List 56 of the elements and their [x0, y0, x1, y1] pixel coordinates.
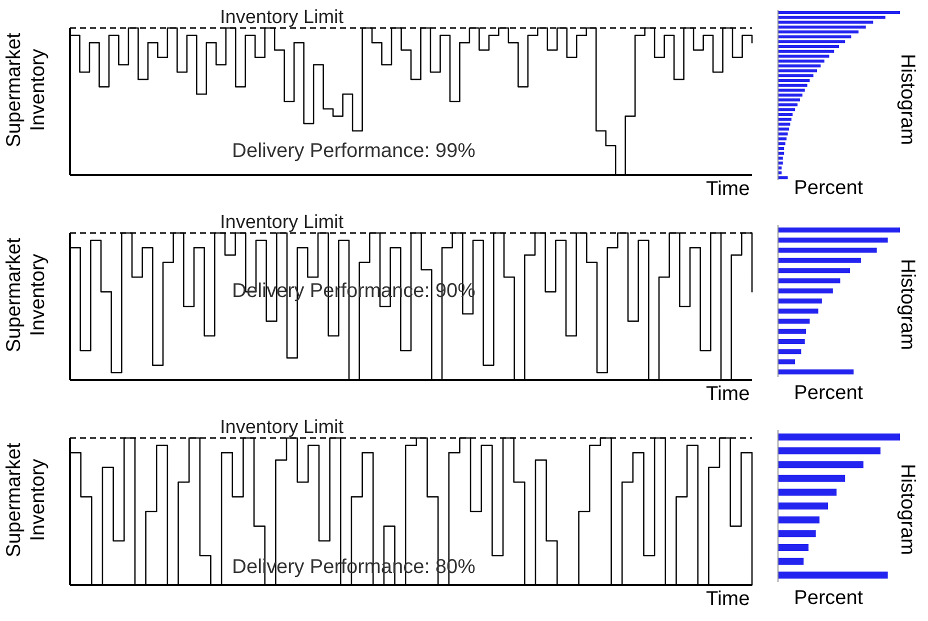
x-axis-title: Percent: [794, 587, 863, 610]
bar: [778, 318, 810, 324]
y-axis-title: Supermarket Inventory: [2, 442, 50, 560]
bar: [778, 268, 850, 274]
x-axis-title: Time: [706, 178, 750, 200]
bar: [778, 369, 854, 374]
bar: [778, 447, 880, 454]
bar: [778, 30, 859, 34]
bar: [778, 488, 837, 496]
ref-line-label: Inventory Limit: [220, 417, 344, 438]
ref-line-label: Inventory Limit: [220, 7, 344, 28]
y-axis-title: Supermarket Inventory: [2, 32, 50, 150]
bar: [778, 60, 824, 63]
bar: [778, 572, 888, 579]
bar: [778, 248, 877, 253]
y-axis-title: Histogram: [896, 258, 918, 352]
bar: [778, 339, 805, 344]
x-axis-title: Percent: [794, 177, 863, 200]
bar: [778, 128, 789, 131]
bar: [778, 258, 861, 263]
bar: [778, 349, 802, 354]
bar: [778, 113, 793, 116]
bar: [778, 298, 822, 304]
bar: [778, 308, 818, 314]
bar: [778, 433, 900, 440]
bar: [778, 278, 840, 284]
bar: [778, 558, 804, 565]
y-axis-title: Histogram: [896, 52, 918, 148]
ref-line-label: Inventory Limit: [220, 212, 344, 233]
bar: [778, 11, 900, 14]
bar: [778, 461, 864, 468]
bar: [778, 94, 802, 97]
bar: [778, 544, 808, 551]
x-axis-title: Time: [706, 588, 750, 610]
bar: [778, 359, 796, 364]
y-axis-title: Histogram: [896, 462, 918, 558]
bar: [778, 238, 888, 243]
bar: [778, 147, 784, 150]
bar: [778, 79, 810, 82]
x-axis-title: Percent: [794, 382, 863, 405]
bar: [778, 228, 900, 233]
annotation: Delivery Performance: 99%: [231, 140, 476, 163]
bar: [778, 132, 788, 136]
bar: [778, 26, 866, 29]
bar: [778, 474, 846, 482]
bar: [778, 328, 806, 334]
bar: [778, 98, 800, 102]
bar: [778, 64, 821, 68]
bar: [778, 516, 820, 524]
bar: [778, 288, 833, 294]
x-axis-title: Time: [706, 383, 750, 405]
bar: [778, 530, 816, 538]
bar: [778, 502, 828, 510]
y-axis-title: Supermarket Inventory: [2, 236, 50, 354]
bar: [778, 45, 839, 48]
bar: [778, 162, 783, 165]
